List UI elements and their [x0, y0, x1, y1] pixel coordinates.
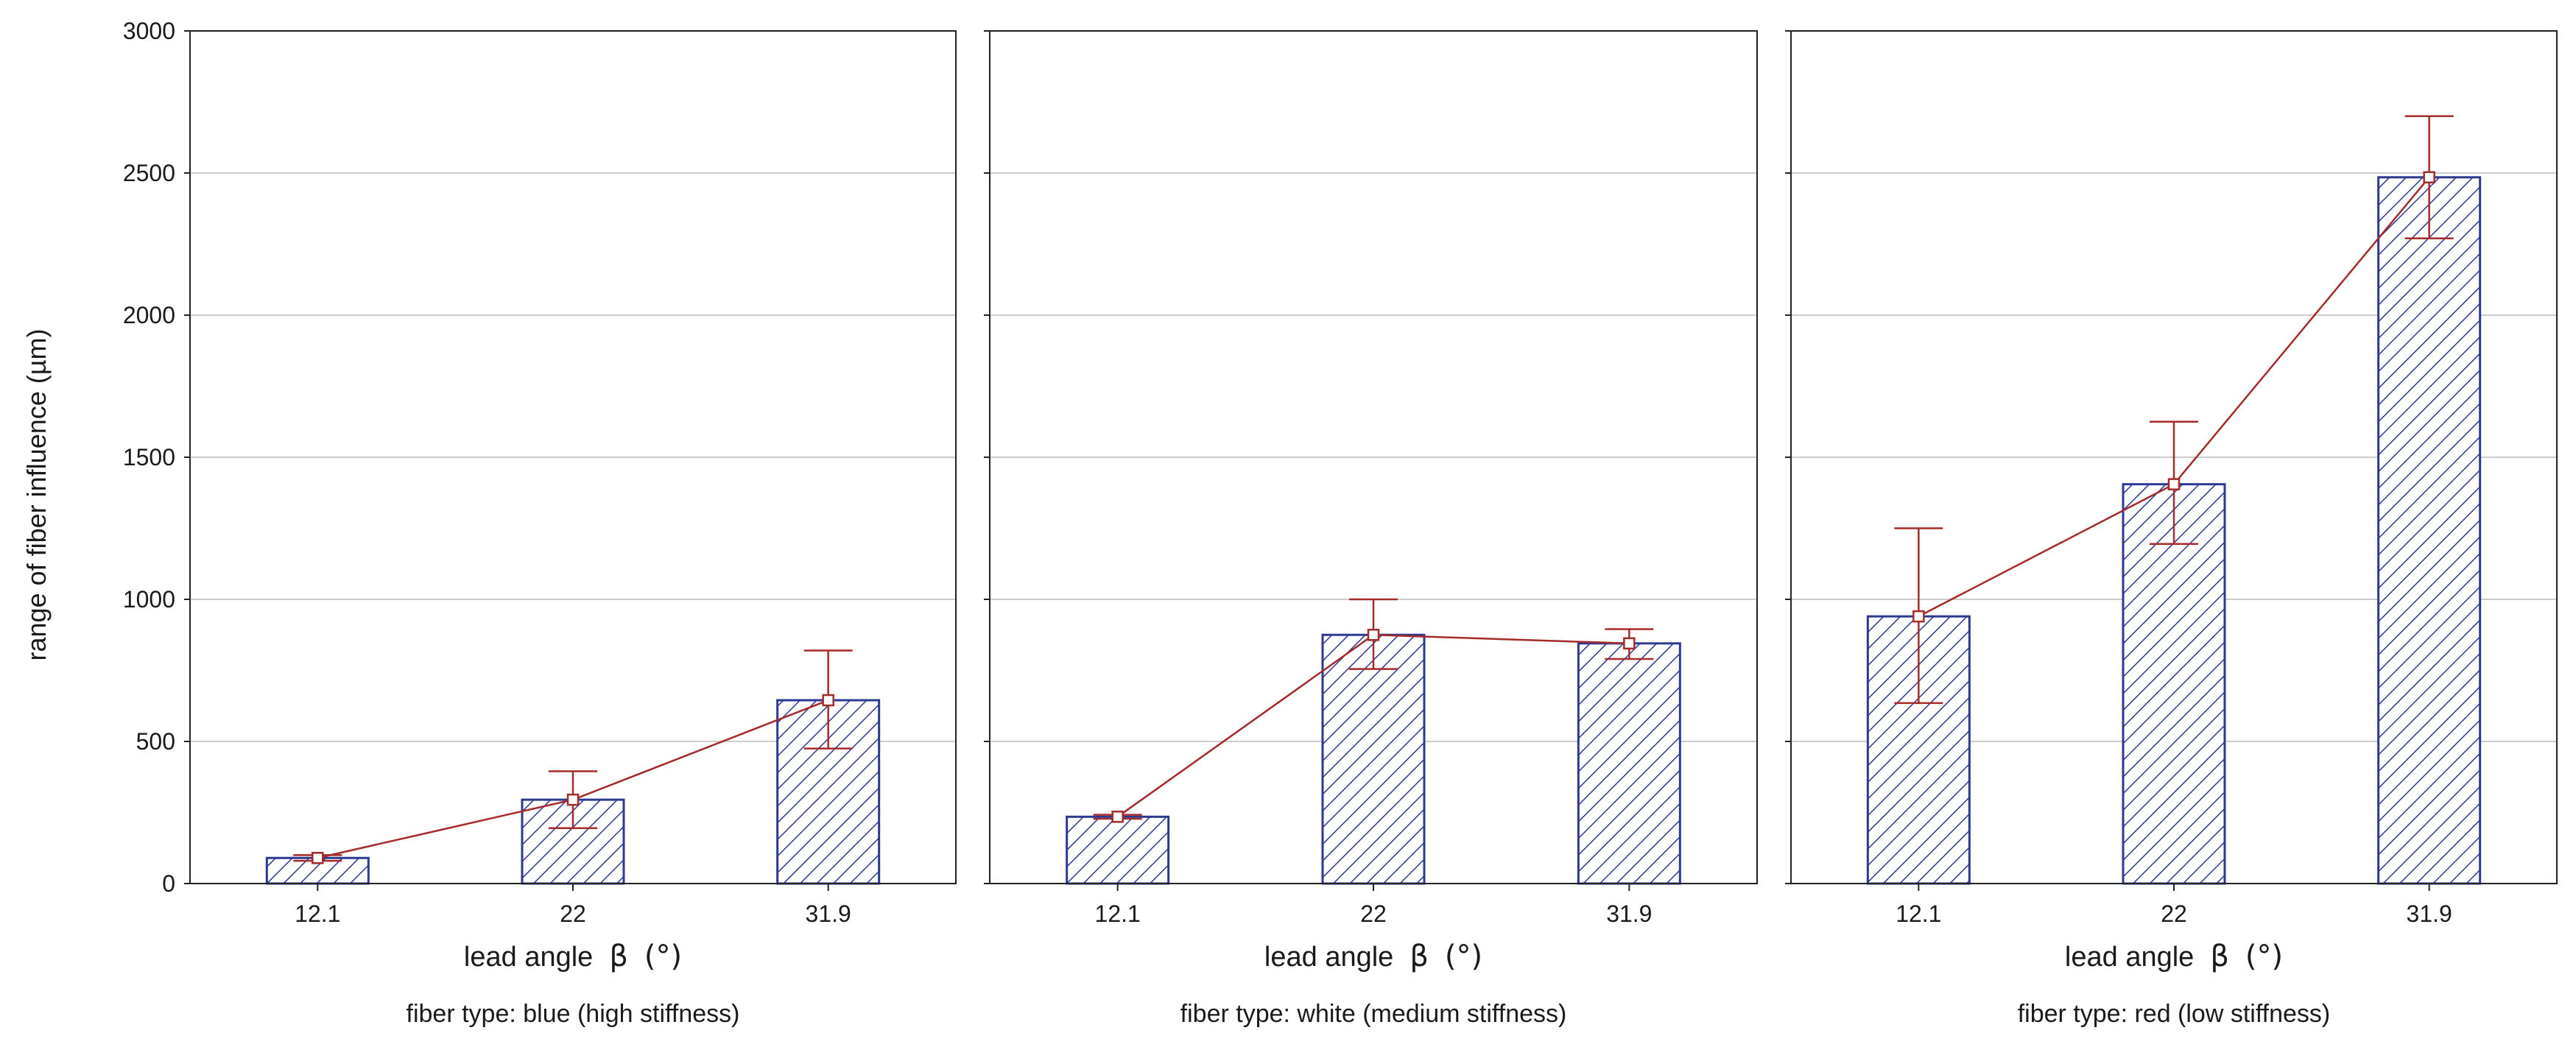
- x-axis-label: lead angle β (°): [2065, 940, 2283, 973]
- x-axis-label-text: lead angle: [2065, 942, 2194, 973]
- x-axis-label-text: lead angle: [1264, 942, 1393, 973]
- y-tick-label: 2000: [123, 302, 175, 328]
- x-tick-label: 12.1: [1896, 900, 1941, 927]
- bars-layer: [265, 176, 2482, 885]
- mean-point: [312, 852, 324, 864]
- mean-point: [566, 793, 580, 806]
- panel-caption: fiber type: red (low stiffness): [2018, 1000, 2331, 1028]
- x-axis-label-text: lead angle: [464, 942, 593, 973]
- mean-point: [2167, 478, 2181, 490]
- x-tick-label: 31.9: [806, 900, 851, 927]
- bar: [1321, 633, 1426, 885]
- y-tick-label: 1000: [123, 586, 175, 613]
- beta-symbol: β: [609, 940, 628, 973]
- x-axis-unit: (°): [644, 940, 682, 973]
- panel-caption: fiber type: white (medium stiffness): [1180, 1000, 1567, 1028]
- x-axis-label: lead angle β (°): [1264, 940, 1482, 973]
- y-tick-label: 2500: [123, 160, 175, 186]
- mean-point: [1111, 811, 1124, 823]
- mean-point: [822, 694, 834, 707]
- y-axis-label: range of fiber influence (µm): [21, 329, 52, 661]
- x-tick-label: 31.9: [2407, 900, 2452, 927]
- frames-layer: [184, 30, 2558, 891]
- x-axis-unit: (°): [2245, 940, 2283, 973]
- labels-layer: range of fiber influence (µm) 0 500 1000 15…: [21, 18, 2452, 1028]
- x-tick-label: 22: [2161, 900, 2187, 927]
- x-tick-label: 12.1: [295, 900, 340, 927]
- y-tick-label: 500: [136, 728, 175, 755]
- lines-layer: [293, 115, 2454, 864]
- beta-symbol: β: [1410, 940, 1429, 973]
- mean-point: [1623, 637, 1636, 650]
- mean-point: [2423, 171, 2435, 184]
- bar: [2377, 176, 2482, 885]
- x-tick-label: 22: [1360, 900, 1387, 927]
- mean-point: [1367, 629, 1380, 641]
- x-tick-label: 22: [560, 900, 586, 927]
- bar: [1577, 642, 1681, 885]
- x-axis-unit: (°): [1445, 940, 1482, 973]
- x-tick-label: 12.1: [1095, 900, 1141, 927]
- beta-symbol: β: [2210, 940, 2229, 973]
- x-tick-label: 31.9: [1606, 900, 1652, 927]
- y-tick-label: 1500: [123, 444, 175, 470]
- x-axis-label: lead angle β (°): [464, 940, 682, 973]
- y-tick-label: 3000: [123, 18, 175, 44]
- y-tick-label: 0: [162, 870, 175, 897]
- mean-point: [1912, 610, 1925, 623]
- bar: [1066, 815, 1170, 885]
- panel-caption: fiber type: blue (high stiffness): [407, 1000, 740, 1028]
